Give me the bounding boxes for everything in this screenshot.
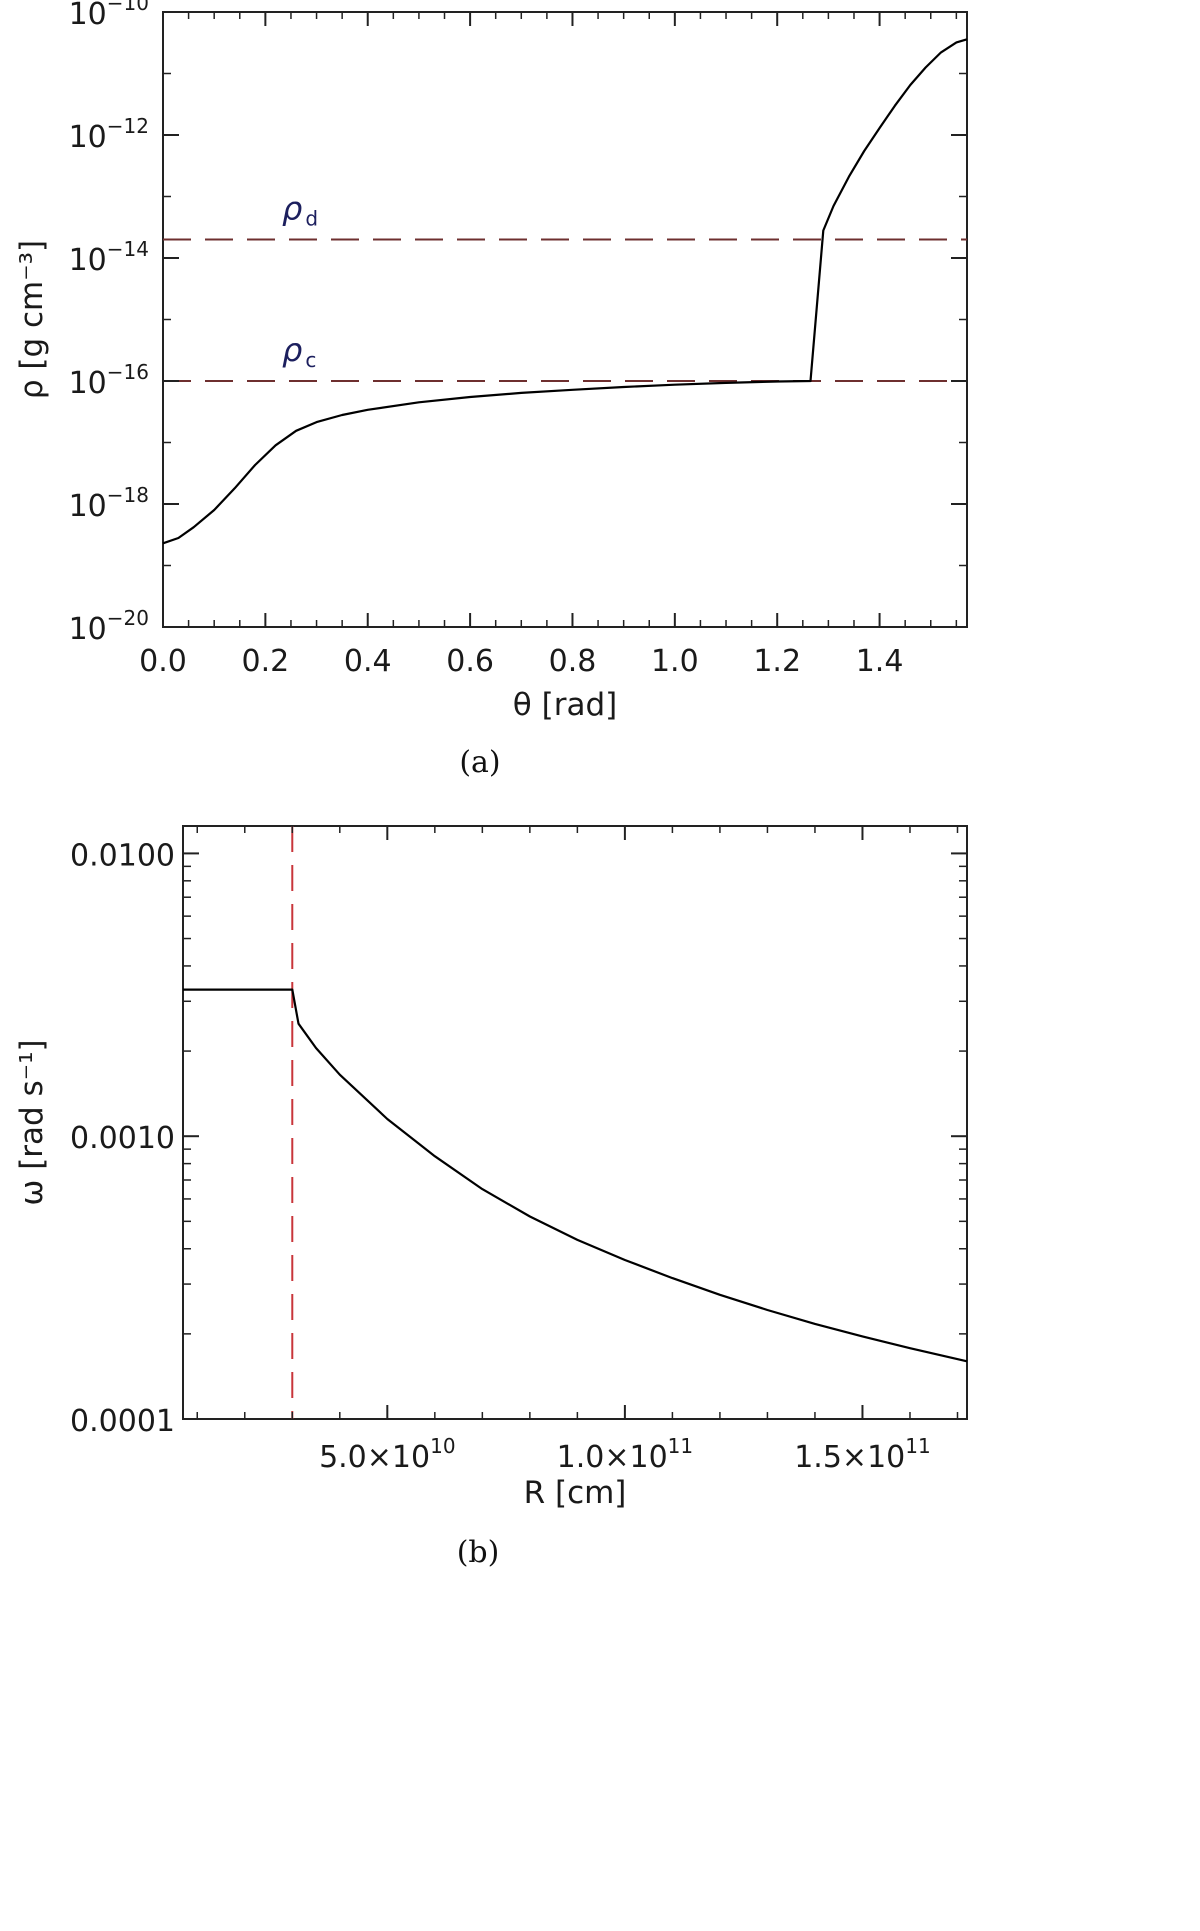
panel-b-ticks: 5.0×1010 1.0×1011 1.5×1011 0.0001 0.0010 0.01… — [70, 826, 967, 1475]
y-tick-label: 0.0001 — [70, 1404, 175, 1439]
y-tick-label: 10−14 — [69, 237, 149, 278]
x-tick-label: 0.2 — [242, 644, 290, 679]
y-tick-label: 10−16 — [69, 360, 149, 401]
panel-b-caption: (b) — [457, 1535, 500, 1570]
x-tick-label: 1.5×1011 — [794, 1434, 930, 1475]
x-tick-label: 0.4 — [344, 644, 392, 679]
x-tick-label: 1.2 — [753, 644, 801, 679]
panel-a: ρ d ρ c 0.0 0.2 0.4 0.6 0.8 1.0 1.2 1.4 10−20 10−18 1… — [14, 0, 968, 780]
x-tick-label: 0.8 — [549, 644, 597, 679]
panel-b-series — [183, 988, 968, 1363]
panel-a-caption: (a) — [459, 745, 500, 780]
y-tick-label: 10−12 — [69, 114, 149, 155]
x-tick-label: 5.0×1010 — [319, 1434, 455, 1475]
panel-b: 5.0×1010 1.0×1011 1.5×1011 0.0001 0.0010 0.01… — [14, 825, 968, 1570]
x-tick-label: 1.4 — [856, 644, 904, 679]
y-tick-label: 10−10 — [69, 0, 149, 32]
panel-b-x-axis-label: R [cm] — [524, 1475, 627, 1511]
panel-a-frame — [162, 11, 968, 628]
x-tick-label: 0.0 — [139, 644, 187, 679]
x-tick-label: 1.0 — [651, 644, 699, 679]
y-tick-label: 10−20 — [69, 606, 149, 647]
data-line — [162, 38, 968, 545]
panel-a-reference-lines: ρ d ρ c — [163, 189, 967, 382]
y-tick-label: 10−18 — [69, 483, 149, 524]
x-tick-label: 1.0×1011 — [557, 1434, 693, 1475]
panel-a-ticks: 0.0 0.2 0.4 0.6 0.8 1.0 1.2 1.4 10−20 10−18 10−16 1… — [69, 0, 967, 679]
panel-a-series — [162, 38, 968, 545]
panel-a-y-axis-label: ρ [g cm⁻³] — [14, 240, 50, 399]
panel-a-x-axis-label: θ [rad] — [513, 687, 617, 723]
panel-b-frame — [182, 825, 968, 1420]
data-line — [183, 988, 968, 1363]
panel-b-y-axis-label: ω [rad s⁻¹] — [14, 1039, 50, 1205]
y-tick-label: 0.0100 — [70, 838, 175, 873]
x-tick-label: 0.6 — [446, 644, 494, 679]
y-tick-label: 0.0010 — [70, 1121, 175, 1156]
